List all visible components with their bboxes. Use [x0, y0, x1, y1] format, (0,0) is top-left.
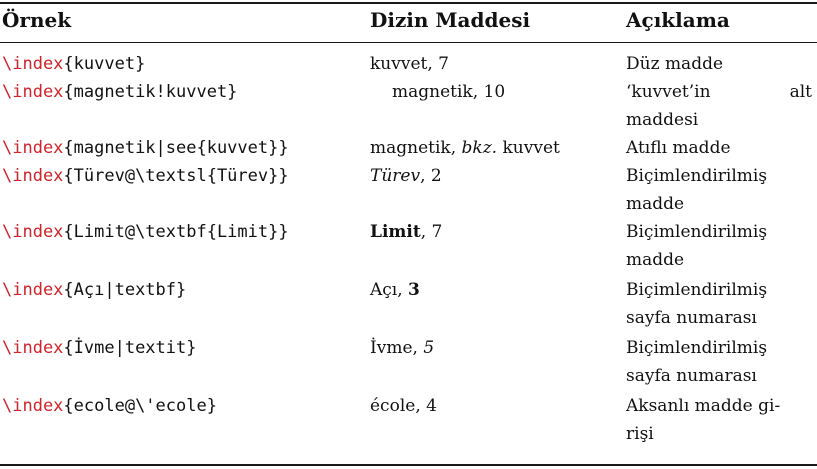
entry-see-also: bkz.: [461, 138, 498, 158]
description: Biçimlendirilmiş madde: [626, 162, 812, 218]
description: Atıflı madde: [626, 134, 812, 162]
description-line: Atıflı madde: [626, 138, 731, 158]
description-line: rişi: [626, 424, 654, 444]
header-aciklama: Açıklama: [626, 8, 730, 32]
entry-text: İvme,: [370, 338, 424, 358]
description-line: Biçimlendirilmiş: [626, 166, 768, 186]
description: Biçimlendirilmiş sayfa numarası: [626, 334, 812, 390]
table-bottom-rule: [0, 464, 817, 466]
entry-page-italic: 5: [423, 338, 435, 358]
index-argument: {Açı|textbf}: [63, 280, 187, 300]
description-word: alt: [789, 82, 812, 102]
description: Düz madde: [626, 50, 812, 78]
index-command: \index: [2, 280, 64, 300]
index-command: \index: [2, 338, 64, 358]
entry-text: magnetik,: [370, 138, 462, 158]
index-command: \index: [2, 82, 64, 102]
description: Biçimlendirilmiş sayfa numarası: [626, 276, 812, 332]
description-word: ‘kuvvet’in: [626, 82, 711, 102]
index-entry: Limit, 7: [370, 218, 442, 246]
entry-text: école, 4: [370, 396, 437, 416]
index-argument: {kuvvet}: [63, 54, 146, 74]
index-argument: {magnetik!kuvvet}: [63, 82, 238, 102]
index-entry: magnetik, 10: [392, 78, 505, 106]
index-entry: école, 4: [370, 392, 437, 420]
index-argument: {ecole@\'ecole}: [63, 396, 217, 416]
index-entry: Açı, 3: [370, 276, 420, 304]
example-code: \index{ecole@\'ecole}: [2, 392, 217, 420]
example-code: \index{magnetik!kuvvet}: [2, 78, 237, 106]
index-command: \index: [2, 222, 64, 242]
description-line: madde: [626, 194, 685, 214]
example-code: \index{magnetik|see{kuvvet}}: [2, 134, 289, 162]
header-ornek: Örnek: [2, 8, 72, 32]
example-code: \index{İvme|textit}: [2, 334, 196, 362]
table-header-rule: [0, 42, 817, 43]
description: Biçimlendirilmiş madde: [626, 218, 812, 274]
entry-slanted: Türev: [370, 166, 421, 186]
index-argument: {Türev@\textsl{Türev}}: [63, 166, 289, 186]
index-command: \index: [2, 138, 64, 158]
index-argument: {magnetik|see{kuvvet}}: [63, 138, 289, 158]
description: ‘kuvvet’in alt maddesi: [626, 78, 812, 134]
entry-text: , 2: [420, 166, 442, 186]
index-entry: Türev, 2: [370, 162, 442, 190]
example-code: \index{Limit@\textbf{Limit}}: [2, 218, 289, 246]
header-dizin-maddesi: Dizin Maddesi: [370, 8, 531, 32]
example-code: \index{Açı|textbf}: [2, 276, 186, 304]
description-line: Biçimlendirilmiş: [626, 222, 768, 242]
description-line: sayfa numarası: [626, 308, 757, 328]
description-line: Biçimlendirilmiş: [626, 338, 768, 358]
index-argument: {İvme|textit}: [63, 338, 197, 358]
table-top-rule: [0, 2, 817, 4]
index-entry: İvme, 5: [370, 334, 434, 362]
description: Aksanlı madde gi- rişi: [626, 392, 812, 448]
description-line: maddesi: [626, 110, 699, 130]
description-line: sayfa numarası: [626, 366, 757, 386]
index-command: \index: [2, 54, 64, 74]
description-line: Biçimlendirilmiş: [626, 280, 768, 300]
description-line: Düz madde: [626, 54, 724, 74]
entry-text: Açı,: [370, 280, 409, 300]
example-code: \index{Türev@\textsl{Türev}}: [2, 162, 289, 190]
description-line: Aksanlı madde gi-: [626, 396, 781, 416]
index-entry: kuvvet, 7: [370, 50, 449, 78]
index-argument: {Limit@\textbf{Limit}}: [63, 222, 289, 242]
description-line: ‘kuvvet’in alt: [626, 78, 812, 106]
entry-bold: Limit: [370, 222, 421, 242]
entry-text: magnetik, 10: [392, 82, 506, 102]
index-entry: magnetik, bkz. kuvvet: [370, 134, 560, 162]
entry-text: kuvvet, 7: [370, 54, 449, 74]
entry-text: , 7: [420, 222, 443, 242]
entry-page-bold: 3: [408, 280, 420, 300]
entry-text: kuvvet: [497, 138, 560, 158]
description-line: madde: [626, 250, 685, 270]
index-command: \index: [2, 396, 64, 416]
index-command: \index: [2, 166, 64, 186]
example-code: \index{kuvvet}: [2, 50, 145, 78]
